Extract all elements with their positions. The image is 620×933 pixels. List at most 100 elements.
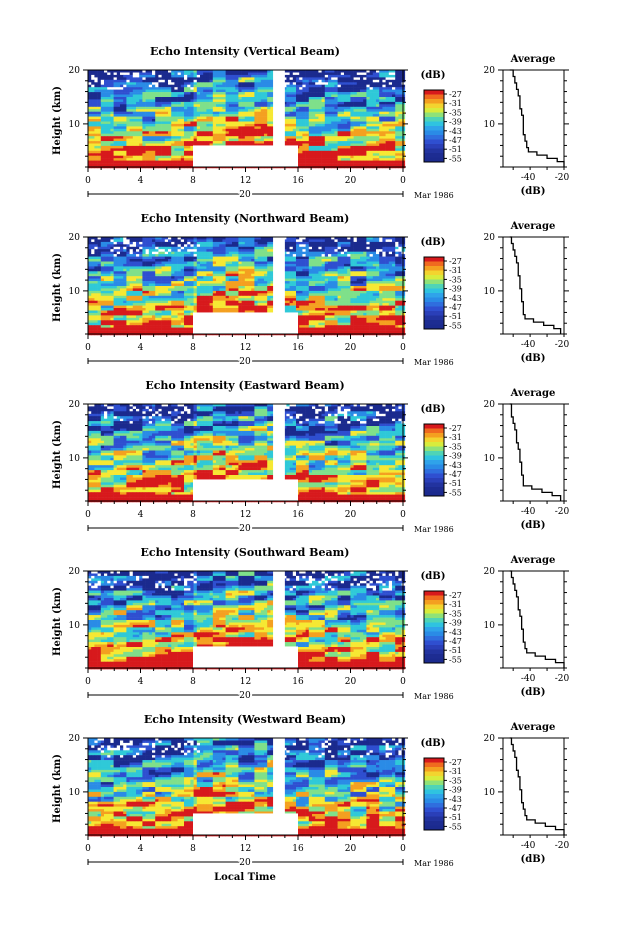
colorbar-swatch <box>424 474 444 479</box>
colorbar-swatch <box>424 758 444 763</box>
x-tick-label: 0 <box>400 510 406 520</box>
colorbar-swatch <box>424 821 444 826</box>
colorbar-label: -47 <box>449 470 462 479</box>
avg-x-tick-label: -40 <box>521 841 536 851</box>
colorbar-swatch <box>424 289 444 294</box>
colorbar-label: -43 <box>449 461 462 470</box>
echo-panel-2: -27-31-35-39-43-47-51-55 <box>83 404 569 531</box>
avg-x-label: (dB) <box>521 687 546 698</box>
avg-y-tick-label: 10 <box>484 621 496 631</box>
colorbar-swatch <box>424 623 444 628</box>
colorbar-swatch <box>424 99 444 104</box>
colorbar-swatch <box>424 135 444 140</box>
colorbar-swatch <box>424 632 444 637</box>
date-marker: 20 <box>239 691 251 701</box>
colorbar-swatch <box>424 803 444 808</box>
colorbar-swatch <box>424 108 444 113</box>
colorbar-swatch <box>424 442 444 447</box>
y-tick-label: 10 <box>69 454 81 464</box>
x-tick-label: 0 <box>85 343 91 353</box>
colorbar-label: -27 <box>449 424 462 433</box>
colorbar-swatch <box>424 271 444 276</box>
avg-y-tick-label: 10 <box>484 287 496 297</box>
colorbar-swatch <box>424 153 444 158</box>
x-tick-label: 12 <box>240 844 251 854</box>
colorbar-label: -55 <box>449 655 462 664</box>
colorbar-swatch <box>424 785 444 790</box>
echo-panel-4: -27-31-35-39-43-47-51-55 <box>83 738 569 865</box>
colorbar-label: -47 <box>449 637 462 646</box>
x-tick-label: 20 <box>345 510 357 520</box>
colorbar-label: -55 <box>449 154 462 163</box>
data-gap-low <box>193 646 298 668</box>
colorbar-label: -31 <box>449 266 462 275</box>
colorbar-label: -39 <box>449 285 462 294</box>
average-panel <box>498 237 569 337</box>
x-tick-label: 4 <box>138 510 144 520</box>
x-tick-label: 8 <box>190 510 196 520</box>
colorbar-label: -31 <box>449 600 462 609</box>
panel-title: Echo Intensity (Northward Beam) <box>141 212 350 225</box>
avg-x-tick-label: -20 <box>555 841 570 851</box>
colorbar-swatch <box>424 311 444 316</box>
y-tick-label: 20 <box>69 734 81 744</box>
colorbar-swatch <box>424 600 444 605</box>
colorbar-swatch <box>424 772 444 777</box>
colorbar-swatch <box>424 609 444 614</box>
colorbar-label: -27 <box>449 257 462 266</box>
colorbar-label: -43 <box>449 795 462 804</box>
date-marker: 20 <box>239 858 251 868</box>
average-profile-line <box>510 70 564 167</box>
colorbar-label: -35 <box>449 108 462 117</box>
average-profile-line <box>510 237 561 334</box>
avg-x-tick-label: -20 <box>555 507 570 517</box>
x-tick-label: 16 <box>292 677 304 687</box>
colorbar-swatch <box>424 257 444 262</box>
colorbar-label: -35 <box>449 776 462 785</box>
y-tick-label: 10 <box>69 621 81 631</box>
data-gap-low <box>193 813 298 835</box>
colorbar-swatch <box>424 438 444 443</box>
colorbar-swatch <box>424 149 444 154</box>
y-tick-label: 10 <box>69 788 81 798</box>
avg-x-tick-label: -20 <box>555 674 570 684</box>
date-label: Mar 1986 <box>414 191 454 200</box>
y-axis-label: Height (km) <box>52 420 63 489</box>
colorbar-label: -55 <box>449 822 462 831</box>
colorbar-label: -39 <box>449 118 462 127</box>
colorbar-unit: (dB) <box>421 738 446 749</box>
date-label: Mar 1986 <box>414 692 454 701</box>
panel-title: Echo Intensity (Vertical Beam) <box>150 45 340 58</box>
average-profile-line <box>510 571 564 668</box>
colorbar-unit: (dB) <box>421 404 446 415</box>
colorbar-swatch <box>424 284 444 289</box>
colorbar-label: -47 <box>449 303 462 312</box>
colorbar-label: -51 <box>449 479 462 488</box>
average-title: Average <box>510 221 556 232</box>
colorbar-swatch <box>424 126 444 131</box>
avg-y-tick-label: 20 <box>484 567 496 577</box>
x-tick-label: 0 <box>85 510 91 520</box>
colorbar-swatch <box>424 799 444 804</box>
x-tick-label: 0 <box>400 176 406 186</box>
date-label: Mar 1986 <box>414 859 454 868</box>
date-marker: 20 <box>239 190 251 200</box>
colorbar-swatch <box>424 316 444 321</box>
colorbar-swatch <box>424 645 444 650</box>
average-panel <box>498 404 569 504</box>
echo-panel-1: -27-31-35-39-43-47-51-55 <box>83 237 569 364</box>
average-panel <box>498 738 569 838</box>
colorbar-label: -27 <box>449 591 462 600</box>
y-axis-label: Height (km) <box>52 253 63 322</box>
avg-y-tick-label: 10 <box>484 120 496 130</box>
colorbar-label: -47 <box>449 804 462 813</box>
average-panel <box>498 571 569 671</box>
average-profile-line <box>510 738 564 835</box>
colorbar-swatch <box>424 144 444 149</box>
avg-x-tick-label: -40 <box>521 173 536 183</box>
colorbar-swatch <box>424 596 444 601</box>
data-gap-low <box>193 145 298 167</box>
colorbar-label: -51 <box>449 145 462 154</box>
colorbar-label: -31 <box>449 433 462 442</box>
